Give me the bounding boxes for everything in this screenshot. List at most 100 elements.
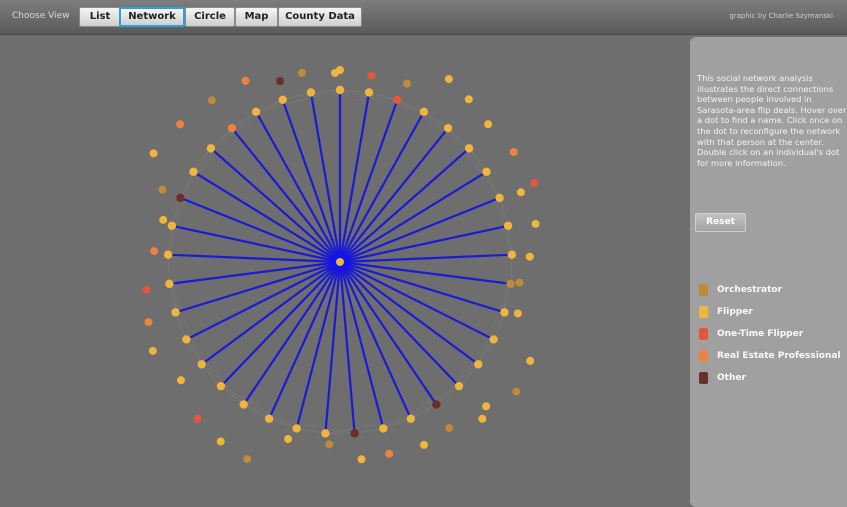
spoke-link <box>175 260 341 314</box>
tab-county-data[interactable]: County Data <box>278 7 362 27</box>
nodes[interactable] <box>142 66 540 464</box>
ring-node[interactable] <box>454 381 464 391</box>
outer-node[interactable] <box>298 68 307 77</box>
ring-node[interactable] <box>264 414 274 423</box>
outer-node[interactable] <box>478 414 487 423</box>
outer-node[interactable] <box>336 66 344 74</box>
ring-node[interactable] <box>163 250 173 259</box>
outer-node[interactable] <box>142 285 151 294</box>
ring-node[interactable] <box>278 95 287 105</box>
ring-node[interactable] <box>197 360 206 369</box>
outer-node[interactable] <box>158 185 167 194</box>
outer-node[interactable] <box>526 356 535 365</box>
spoke-link <box>339 261 438 406</box>
spoke-link <box>295 261 342 429</box>
ring-node[interactable] <box>507 250 517 259</box>
ring-node[interactable] <box>506 279 515 289</box>
secondary-link <box>478 283 511 365</box>
outer-node[interactable] <box>367 71 376 80</box>
outer-node[interactable] <box>484 120 493 129</box>
outer-node[interactable] <box>482 402 491 411</box>
ring-node[interactable] <box>464 144 474 153</box>
outer-node[interactable] <box>531 219 540 228</box>
ring-node[interactable] <box>292 424 301 433</box>
ring-node[interactable] <box>495 193 504 203</box>
outer-node[interactable] <box>444 75 453 84</box>
outer-node[interactable] <box>241 76 250 85</box>
ring-node[interactable] <box>379 424 388 433</box>
outer-node[interactable] <box>243 455 252 464</box>
outer-node[interactable] <box>515 278 524 287</box>
outer-node[interactable] <box>325 440 334 449</box>
ring-node[interactable] <box>350 429 359 438</box>
outer-node[interactable] <box>464 95 473 104</box>
ring-node[interactable] <box>239 400 248 409</box>
secondary-link <box>436 385 460 405</box>
ring-node[interactable] <box>182 335 191 344</box>
ring-node[interactable] <box>500 308 509 317</box>
ring-node[interactable] <box>227 123 237 133</box>
outer-node[interactable] <box>193 414 202 423</box>
outer-node[interactable] <box>530 178 539 187</box>
secondary-link <box>180 171 194 199</box>
tab-circle[interactable]: Circle <box>185 7 235 27</box>
outer-node[interactable] <box>284 434 293 443</box>
outer-node[interactable] <box>357 455 366 464</box>
outer-node[interactable] <box>385 449 394 458</box>
outer-node[interactable] <box>513 309 522 318</box>
ring-node[interactable] <box>251 107 261 117</box>
spoke-link <box>210 147 341 263</box>
outer-node[interactable] <box>144 318 153 327</box>
outer-node[interactable] <box>420 440 429 449</box>
ring-node[interactable] <box>171 308 180 317</box>
outer-node[interactable] <box>516 188 525 197</box>
outer-node[interactable] <box>207 96 216 105</box>
outer-node[interactable] <box>445 424 454 433</box>
outer-node[interactable] <box>150 247 159 256</box>
tab-list[interactable]: List <box>79 7 121 27</box>
outer-node[interactable] <box>276 77 285 86</box>
outer-node[interactable] <box>159 215 168 224</box>
outer-node[interactable] <box>176 376 185 385</box>
outer-node[interactable] <box>512 387 521 396</box>
reset-button[interactable]: Reset <box>695 213 746 232</box>
ring-node[interactable] <box>406 414 416 423</box>
outer-node[interactable] <box>149 149 158 158</box>
ring-node[interactable] <box>176 193 185 203</box>
tab-map[interactable]: Map <box>235 7 278 27</box>
spoke-link <box>242 261 341 406</box>
ring-node[interactable] <box>167 221 177 230</box>
ring-node[interactable] <box>419 107 429 117</box>
spoke-link <box>339 196 501 264</box>
center-node[interactable] <box>336 258 344 266</box>
ring-node[interactable] <box>306 88 316 97</box>
outer-node[interactable] <box>216 437 225 446</box>
ring-node[interactable] <box>482 167 491 177</box>
ring-node[interactable] <box>489 335 498 344</box>
ring-node[interactable] <box>335 85 345 95</box>
outer-node[interactable] <box>402 79 411 88</box>
ring-node[interactable] <box>321 429 330 438</box>
network-graph[interactable] <box>0 35 690 496</box>
secondary-link <box>368 92 398 101</box>
ring-node[interactable] <box>189 167 198 177</box>
ring-node[interactable] <box>432 400 441 409</box>
description-line: between people involved in <box>697 94 812 105</box>
outer-node[interactable] <box>525 252 534 261</box>
ring-node[interactable] <box>364 88 374 97</box>
ring-node[interactable] <box>216 381 226 391</box>
outer-node[interactable] <box>176 120 185 129</box>
secondary-link <box>486 171 500 199</box>
spoke-link <box>324 261 342 434</box>
outer-node[interactable] <box>509 148 518 157</box>
outer-node[interactable] <box>148 346 157 355</box>
ring-node[interactable] <box>474 360 483 369</box>
legend-label: Other <box>717 373 746 383</box>
tab-network[interactable]: Network <box>119 7 185 27</box>
ring-node[interactable] <box>165 279 174 289</box>
ring-node[interactable] <box>443 123 453 133</box>
ring-node[interactable] <box>503 221 513 230</box>
ring-node[interactable] <box>206 144 216 153</box>
ring-node[interactable] <box>393 95 402 105</box>
legend-label: Orchestrator <box>717 285 783 295</box>
